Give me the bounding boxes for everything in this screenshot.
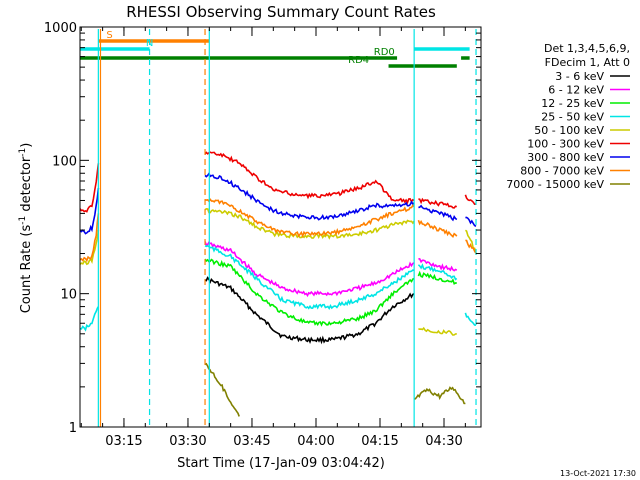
x-tick-label-3: 04:00 xyxy=(297,434,334,449)
x-tick-label-4: 04:15 xyxy=(361,434,398,449)
plot-frame xyxy=(79,26,482,428)
series-7-segment-2 xyxy=(417,219,458,238)
y-axis-label-sup1: -1 xyxy=(18,216,28,225)
legend-label-2: 12 - 25 keV xyxy=(541,97,604,110)
legend-label-7: 800 - 7000 keV xyxy=(520,165,604,178)
legend-header-line1: Det 1,3,4,5,6,9, xyxy=(544,42,630,55)
series-6-segment-1 xyxy=(204,171,415,221)
x-axis-label: Start Time (17-Jan-09 03:04:42) xyxy=(177,456,385,471)
series-2 xyxy=(204,258,457,327)
series-1-segment-0 xyxy=(204,241,415,298)
series-0-segment-0 xyxy=(204,276,415,345)
legend-label-5: 100 - 300 keV xyxy=(527,138,604,151)
y-tick-label-3: 1000 xyxy=(44,21,77,36)
series-5-segment-0 xyxy=(80,163,100,213)
series-1 xyxy=(204,241,458,298)
y-tick-label-0: 1 xyxy=(69,421,77,436)
y-axis-label: Count Rate (s-1 detector-1) xyxy=(18,143,34,314)
series-group xyxy=(80,151,477,417)
series-0 xyxy=(204,276,415,345)
flag-label-0: S xyxy=(106,30,112,41)
series-7-segment-1 xyxy=(204,198,415,239)
y-axis-label-part3: ) xyxy=(19,143,34,148)
x-tick-label-1: 03:30 xyxy=(169,434,206,449)
y-tick-label-1: 10 xyxy=(60,288,77,303)
legend-label-1: 6 - 12 keV xyxy=(548,84,604,97)
x-tick-label-5: 04:30 xyxy=(425,434,462,449)
series-6-segment-2 xyxy=(418,204,458,222)
series-5 xyxy=(80,151,477,213)
y-axis-label-part1: Count Rate (s xyxy=(19,225,34,314)
legend-label-6: 300 - 800 keV xyxy=(527,151,604,164)
series-3-segment-2 xyxy=(417,263,458,281)
y-tick-label-2: 100 xyxy=(52,154,77,169)
series-8-segment-0 xyxy=(204,362,240,417)
series-6 xyxy=(80,171,477,235)
legend: Det 1,3,4,5,6,9, FDecim 1, Att 0 3 - 6 k… xyxy=(506,42,630,191)
series-3 xyxy=(80,244,477,332)
series-7 xyxy=(80,198,477,263)
series-4-segment-2 xyxy=(418,326,457,336)
footer-date: 13-Oct-2021 17:30 xyxy=(560,469,636,478)
series-8 xyxy=(204,362,466,417)
chart-title: RHESSI Observing Summary Count Rates xyxy=(126,3,436,21)
y-axis-label-sup2: -1 xyxy=(18,148,28,157)
series-3-segment-0 xyxy=(80,306,100,332)
series-1-segment-1 xyxy=(418,258,458,272)
y-axis-label-part2: detector xyxy=(19,156,34,216)
series-8-segment-1 xyxy=(413,386,466,405)
series-6-segment-0 xyxy=(80,187,100,235)
legend-label-0: 3 - 6 keV xyxy=(555,70,604,83)
series-7-segment-0 xyxy=(80,213,100,263)
flag-label-4: RD4 xyxy=(348,55,369,66)
series-2-segment-0 xyxy=(204,258,415,327)
x-tick-label-2: 03:45 xyxy=(233,434,270,449)
x-tick-label-0: 03:15 xyxy=(105,434,142,449)
series-5-segment-1 xyxy=(204,151,415,205)
legend-header-line2: FDecim 1, Att 0 xyxy=(545,56,630,69)
plot-area: SNRD0RD4110100100003:1503:3003:4504:0004… xyxy=(44,21,482,449)
series-5-segment-3 xyxy=(464,194,477,206)
legend-label-8: 7000 - 15000 keV xyxy=(506,178,604,191)
series-7-segment-3 xyxy=(465,239,477,254)
series-3-segment-1 xyxy=(204,244,415,310)
legend-label-3: 25 - 50 keV xyxy=(541,111,604,124)
flag-label-3: RD0 xyxy=(374,47,395,58)
legend-label-4: 50 - 100 keV xyxy=(534,124,604,137)
series-5-segment-2 xyxy=(418,197,457,209)
series-3-segment-3 xyxy=(464,312,477,326)
series-2-segment-1 xyxy=(417,270,457,285)
series-4-segment-1 xyxy=(204,207,415,240)
series-4-segment-0 xyxy=(80,229,100,266)
series-6-segment-3 xyxy=(465,216,477,227)
